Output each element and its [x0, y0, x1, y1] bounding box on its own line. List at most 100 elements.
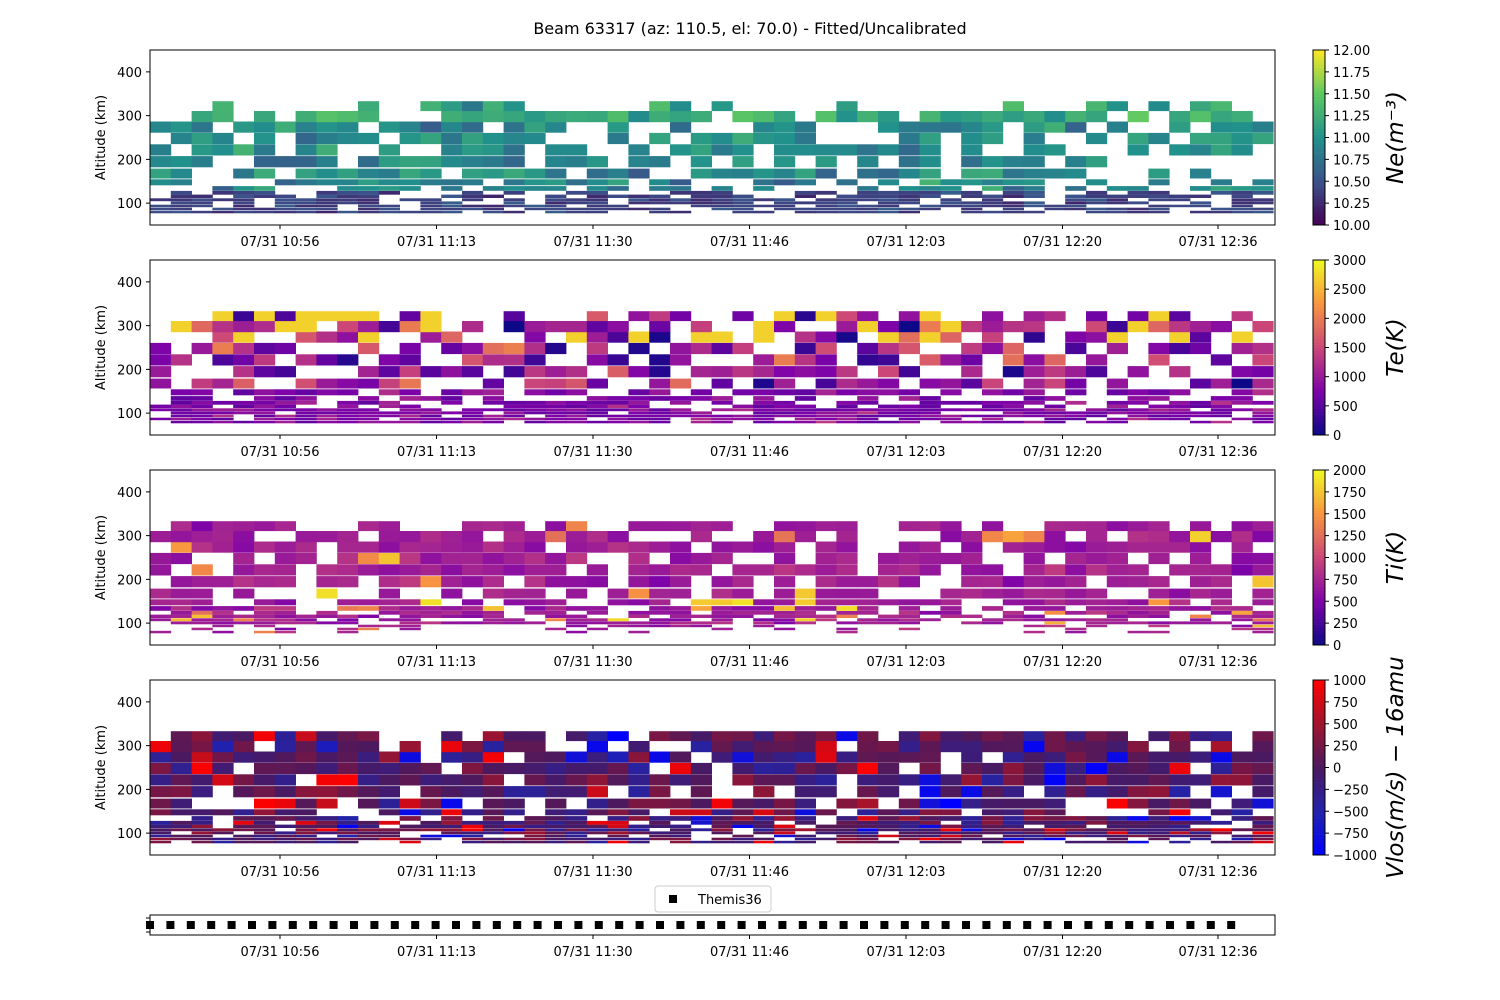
heatmap-cell — [1210, 400, 1232, 405]
heatmap-cell — [233, 144, 255, 156]
heatmap-cell — [774, 627, 796, 631]
heatmap-cell — [836, 204, 858, 208]
heatmap-cell — [191, 210, 213, 214]
heatmap-cell — [420, 396, 442, 401]
colorbar-segment — [1313, 99, 1325, 103]
colorbar-segment — [1313, 175, 1325, 179]
heatmap-cell — [857, 831, 879, 835]
heatmap-cell — [233, 824, 255, 828]
heatmap-cell — [420, 614, 442, 618]
heatmap-cell — [295, 198, 317, 202]
heatmap-cell — [774, 564, 796, 576]
heatmap-cell — [940, 816, 962, 821]
heatmap-cell — [1065, 741, 1087, 753]
heatmap-cell — [1106, 599, 1128, 606]
heatmap-cell — [670, 541, 692, 553]
heatmap-cell — [857, 762, 879, 775]
heatmap-cell — [524, 417, 546, 421]
themis-marker — [962, 921, 970, 929]
heatmap-cell — [1065, 564, 1087, 576]
heatmap-cell — [482, 614, 504, 618]
heatmap-cell — [1106, 840, 1128, 844]
x-tick-label: 07/31 11:13 — [397, 945, 476, 960]
heatmap-cell — [378, 354, 400, 366]
heatmap-cell — [1210, 354, 1232, 366]
heatmap-cell — [420, 606, 442, 611]
heatmap-cell — [607, 531, 629, 543]
heatmap-cell — [586, 311, 608, 322]
heatmap-cell — [1023, 194, 1045, 198]
heatmap-cell — [1210, 751, 1232, 763]
heatmap-cell — [857, 354, 879, 366]
heatmap-cell — [1044, 111, 1066, 123]
heatmap-cell — [815, 751, 837, 763]
heatmap-cell — [586, 606, 608, 611]
heatmap-cell — [711, 599, 733, 606]
heatmap-cell — [1106, 194, 1128, 198]
heatmap-cell — [898, 541, 920, 553]
heatmap-cell — [1148, 198, 1170, 202]
heatmap-cell — [503, 342, 525, 355]
heatmap-cell — [212, 576, 234, 588]
heatmap-cell — [545, 201, 567, 205]
heatmap-cell — [566, 420, 588, 424]
heatmap-cell — [857, 342, 879, 355]
heatmap-cell — [295, 420, 317, 424]
heatmap-cell — [254, 156, 276, 168]
heatmap-cell — [1023, 210, 1045, 214]
heatmap-cell — [1065, 552, 1087, 565]
colorbar-segment — [1313, 117, 1325, 121]
heatmap-cell — [1044, 762, 1066, 775]
heatmap-cell — [1190, 321, 1212, 333]
heatmap-cell — [1231, 828, 1253, 832]
heatmap-cell — [150, 820, 172, 825]
heatmap-cell — [878, 321, 900, 333]
heatmap-cell — [1106, 404, 1128, 408]
heatmap-cell — [836, 414, 858, 418]
heatmap-cell — [254, 210, 276, 214]
heatmap-cell — [1127, 820, 1149, 825]
heatmap-cell — [586, 321, 608, 333]
heatmap-cell — [212, 417, 234, 421]
heatmap-cell — [982, 774, 1004, 786]
heatmap-cell — [1023, 190, 1045, 195]
heatmap-cell — [1231, 834, 1253, 838]
heatmap-cell — [337, 417, 359, 421]
heatmap-cell — [982, 156, 1004, 168]
heatmap-cell — [961, 731, 983, 742]
heatmap-cell — [1002, 414, 1024, 418]
heatmap-cell — [233, 190, 255, 195]
heatmap-cell — [316, 786, 338, 798]
colorbar-segment — [1313, 496, 1325, 500]
heatmap-cell — [1148, 190, 1170, 195]
heatmap-cell — [794, 521, 816, 532]
heatmap-cell — [607, 132, 629, 145]
colorbar-segment — [1313, 542, 1325, 547]
heatmap-cell — [690, 132, 712, 145]
heatmap-cell — [212, 840, 234, 844]
heatmap-cell — [1002, 111, 1024, 123]
heatmap-cell — [878, 618, 900, 622]
heatmap-cell — [378, 389, 400, 396]
heatmap-cell — [566, 809, 588, 816]
heatmap-cell — [482, 101, 504, 112]
heatmap-cell — [233, 564, 255, 576]
heatmap-cell — [150, 408, 172, 412]
heatmap-cell — [503, 111, 525, 123]
heatmap-cell — [586, 786, 608, 798]
heatmap-cell — [1086, 201, 1108, 205]
heatmap-cell — [898, 194, 920, 198]
colorbar-segment — [1313, 639, 1325, 643]
heatmap-cell — [919, 132, 941, 145]
heatmap-cell — [1252, 552, 1274, 565]
heatmap-cell — [774, 378, 796, 389]
heatmap-cell — [337, 404, 359, 408]
heatmap-cell — [982, 521, 1004, 532]
heatmap-cell — [1065, 541, 1087, 553]
heatmap-cell — [794, 420, 816, 424]
heatmap-cell — [961, 144, 983, 156]
heatmap-cell — [1252, 198, 1274, 202]
colorbar-tick-label: 1000 — [1333, 674, 1366, 689]
heatmap-cell — [441, 411, 463, 415]
heatmap-cell — [670, 190, 692, 195]
